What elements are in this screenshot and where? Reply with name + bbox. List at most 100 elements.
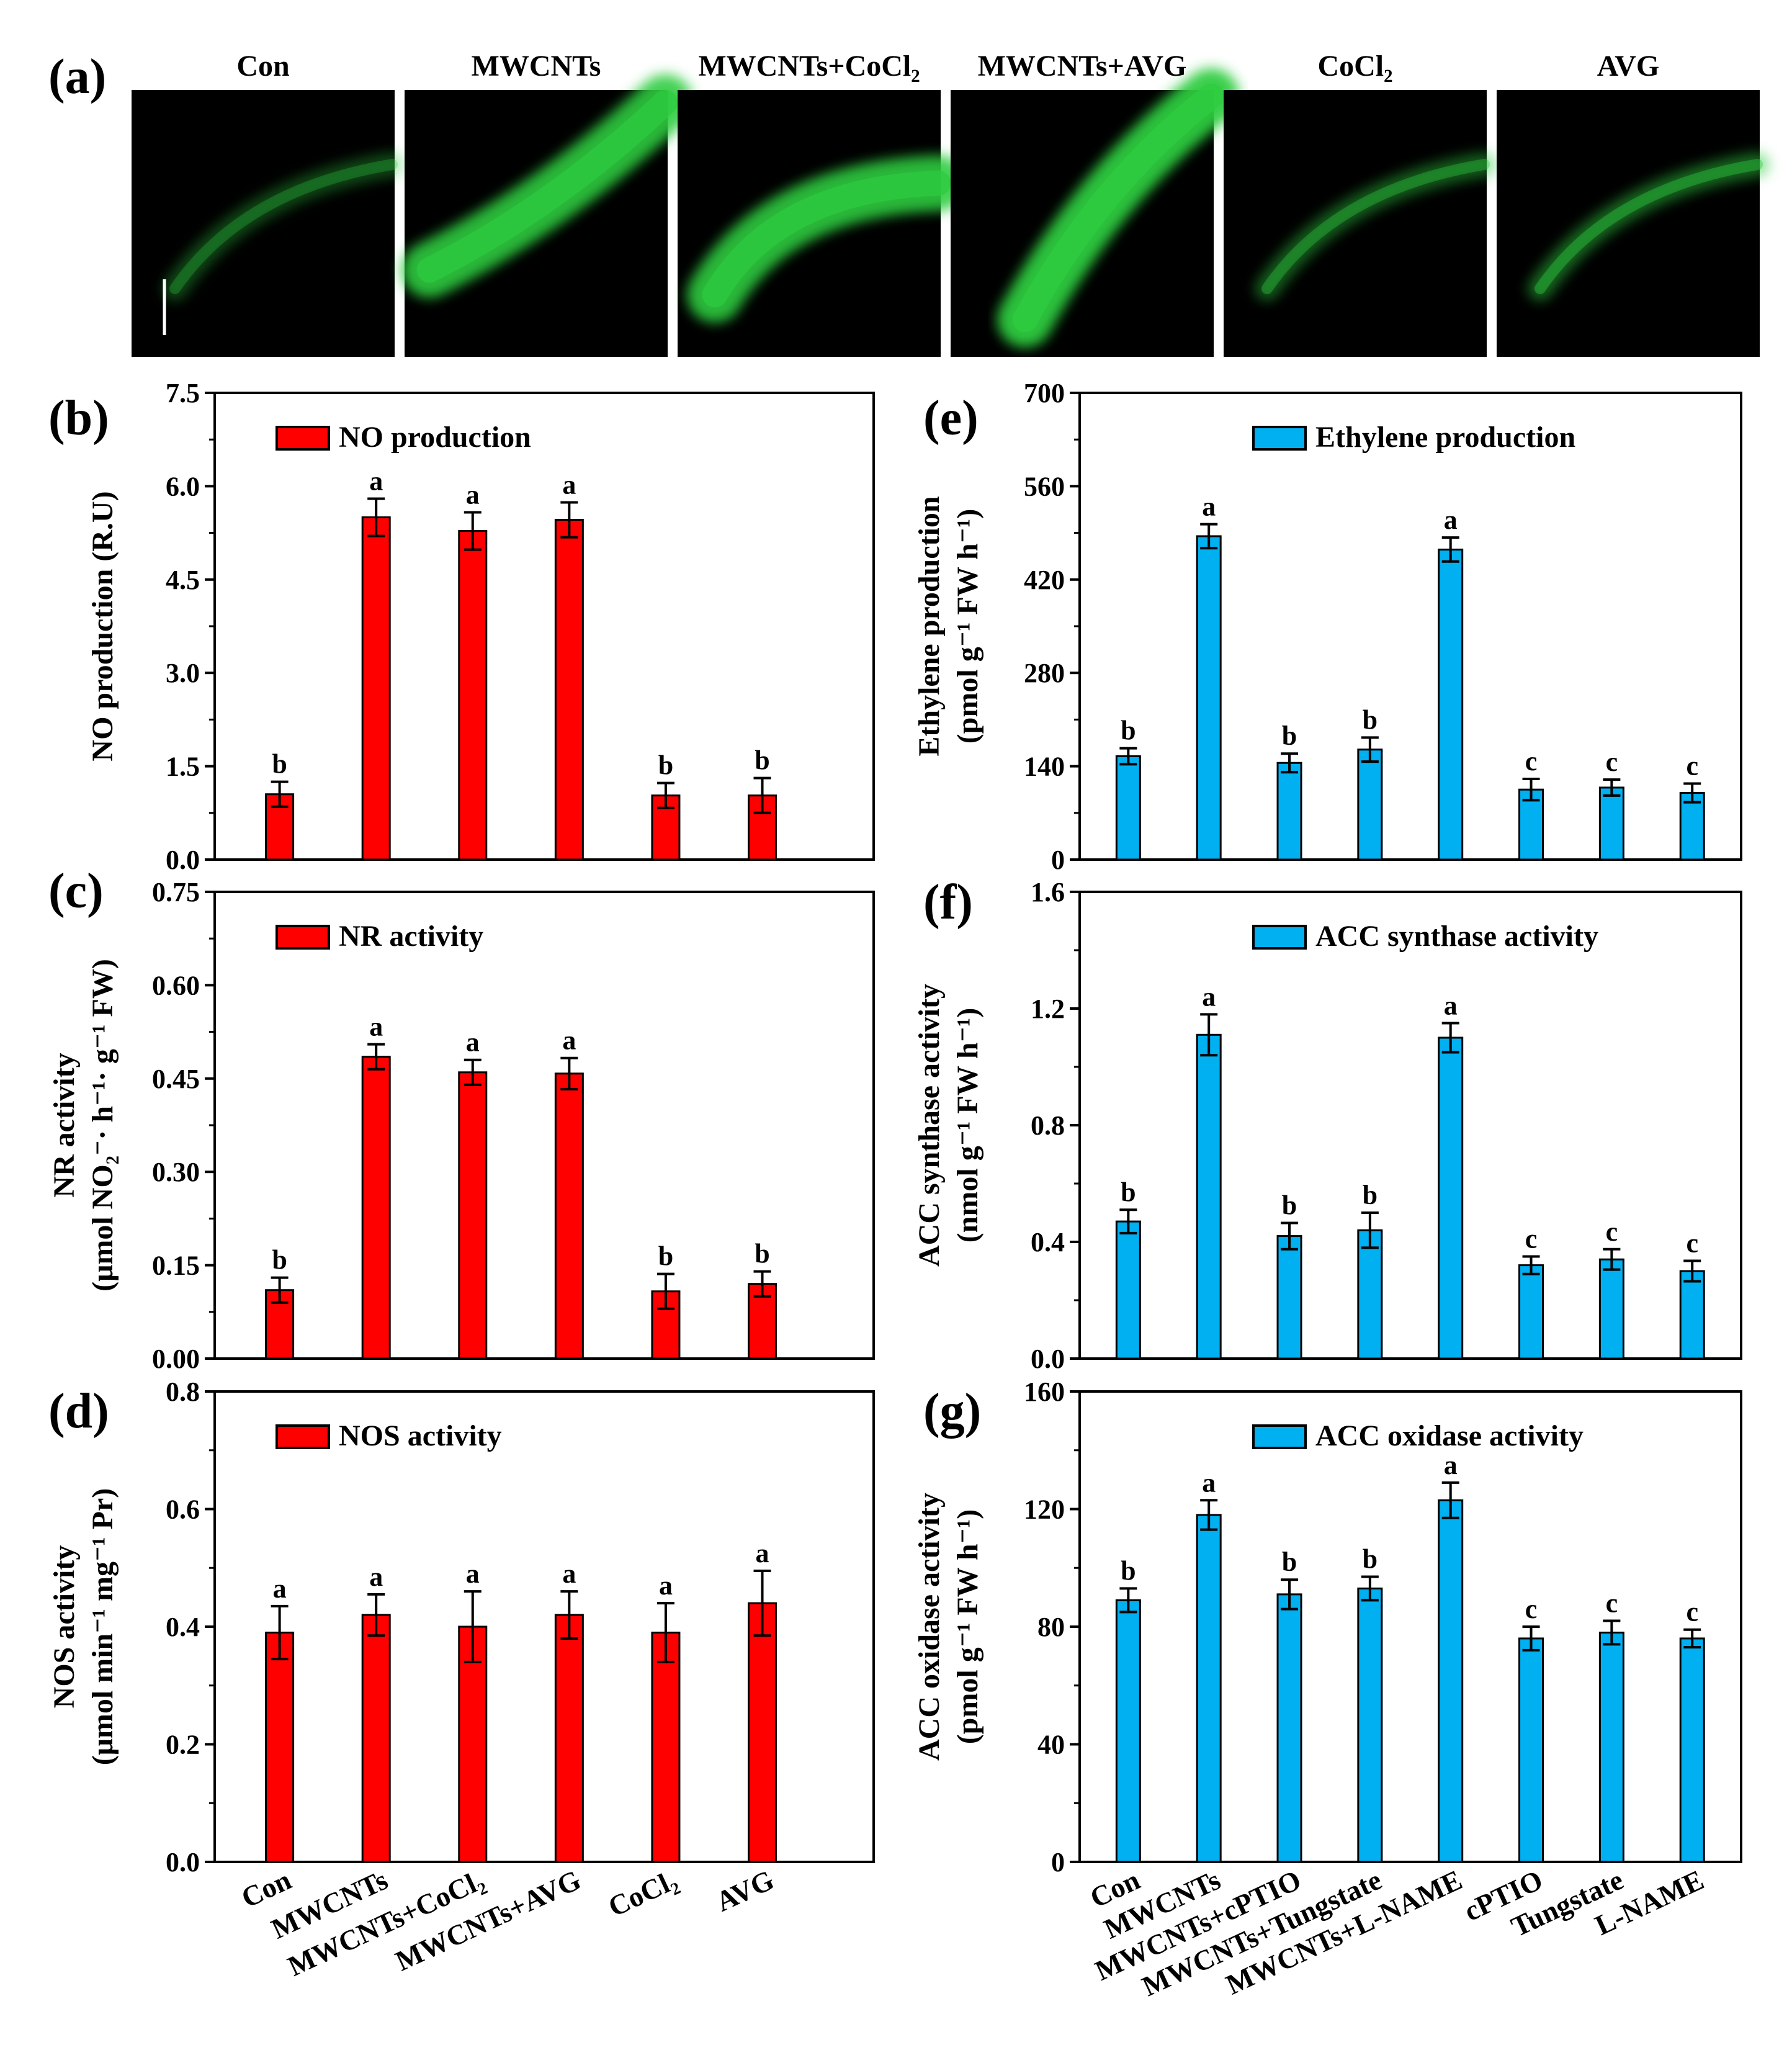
bar-group: b — [1276, 1190, 1302, 1360]
legend-swatch — [1252, 925, 1307, 950]
bar — [361, 1056, 391, 1360]
significance-letter: a — [1444, 505, 1458, 535]
significance-letter: b — [272, 1245, 287, 1275]
significance-letter: b — [755, 1239, 769, 1269]
legend-label: NR activity — [339, 920, 483, 953]
bar — [1679, 1637, 1705, 1863]
bar — [1115, 1599, 1141, 1863]
micrograph-6: AVG — [1497, 50, 1770, 357]
significance-letter: a — [1444, 1450, 1458, 1480]
bar — [361, 516, 391, 861]
root-core — [702, 170, 951, 308]
bar — [361, 1614, 391, 1863]
bar-group: a — [1196, 492, 1222, 861]
y-tick-label: 0.15 — [152, 1251, 200, 1281]
y-tick-label: 0.4 — [1031, 1227, 1065, 1257]
root-core — [1012, 83, 1224, 333]
bar-group: b — [1357, 704, 1383, 861]
y-axis-label: ACC synthase activity — [913, 984, 946, 1267]
bar — [265, 1631, 295, 1863]
y-tick-label: 0.4 — [166, 1612, 200, 1642]
bar-group: a — [554, 1558, 584, 1863]
significance-letter: a — [369, 465, 383, 496]
micrograph-background — [1497, 90, 1760, 357]
bar — [1276, 762, 1302, 861]
micrograph-label: Con — [236, 50, 289, 83]
significance-letter: b — [1121, 1555, 1136, 1586]
significance-letter: b — [755, 745, 769, 776]
significance-letter: b — [1363, 1180, 1378, 1210]
bar — [458, 1625, 488, 1863]
significance-letter: a — [562, 469, 576, 500]
bar-group: b — [1357, 1180, 1383, 1360]
significance-letter: c — [1525, 1594, 1538, 1624]
y-tick-label: 0.6 — [166, 1494, 200, 1525]
significance-letter: c — [1606, 747, 1618, 777]
bar-group: b — [651, 750, 681, 861]
y-tick-label: 0.60 — [152, 970, 200, 1000]
y-tick-label: 0 — [1051, 845, 1065, 875]
y-axis-label: ACC oxidase activity — [913, 1493, 946, 1761]
legend-swatch — [1252, 1424, 1307, 1449]
significance-letter: b — [1282, 721, 1297, 751]
bar-group: a — [651, 1570, 681, 1863]
bar-group: c — [1518, 746, 1544, 861]
bar — [1438, 1036, 1464, 1360]
bar-group: c — [1518, 1594, 1544, 1863]
significance-letter: a — [369, 1562, 383, 1592]
bar — [1679, 792, 1705, 861]
significance-letter: b — [1121, 716, 1136, 746]
micrograph-background — [132, 90, 395, 357]
y-tick-label: 120 — [1024, 1494, 1065, 1525]
significance-letter: a — [466, 1558, 480, 1589]
significance-letter: c — [1606, 1588, 1618, 1619]
bar — [651, 1290, 681, 1360]
y-tick-label: 0 — [1051, 1847, 1065, 1877]
y-axis-label: (nmol g⁻¹ FW h⁻¹) — [951, 1008, 984, 1243]
significance-letter: a — [1202, 981, 1216, 1012]
y-tick-label: 0.30 — [152, 1157, 200, 1187]
bar-group: b — [748, 745, 777, 861]
legend-swatch — [1252, 426, 1307, 451]
legend-label: ACC oxidase activity — [1315, 1419, 1584, 1452]
bar — [748, 1602, 777, 1863]
significance-letter: b — [1282, 1547, 1297, 1577]
significance-letter: b — [272, 749, 287, 780]
significance-letter: c — [1686, 1228, 1698, 1259]
bar-group: a — [265, 1573, 295, 1863]
micrograph-label: CoCl₂ — [1317, 50, 1392, 83]
y-tick-label: 3.0 — [166, 658, 200, 688]
y-tick-label: 280 — [1024, 658, 1065, 688]
significance-letter: a — [562, 1558, 576, 1589]
legend-label: NO production — [339, 421, 531, 454]
significance-letter: c — [1606, 1216, 1618, 1247]
bar — [554, 519, 584, 861]
y-tick-label: 0.8 — [166, 1377, 200, 1407]
chart-b: (b) 0.0 1.5 3.0 4.5 6.0 7.5 NO production (R.U)… — [48, 378, 875, 875]
significance-letter: a — [369, 1012, 383, 1042]
panel-letter-a: (a) — [48, 50, 106, 104]
y-tick-label: 140 — [1024, 752, 1065, 782]
significance-letter: a — [273, 1573, 287, 1604]
y-tick-label: 420 — [1024, 565, 1065, 595]
bar — [651, 1631, 681, 1863]
bar — [1196, 1033, 1222, 1360]
y-tick-label: 700 — [1024, 378, 1065, 408]
y-axis-label: NO production (R.U) — [86, 491, 119, 761]
root-fluorescence — [1528, 152, 1770, 301]
y-axis-label: NOS activity — [48, 1545, 81, 1709]
micrograph-3: MWCNTs+CoCl₂ — [678, 50, 966, 357]
bar — [1357, 748, 1383, 861]
micrograph-background — [1224, 90, 1487, 357]
panel-letter-f: (f) — [923, 875, 973, 930]
panel-letter-c: (c) — [48, 864, 104, 919]
plot-frame — [1078, 392, 1742, 861]
root-core — [1261, 159, 1490, 294]
y-axis-label: (μmol min⁻¹ mg⁻¹ Pr) — [86, 1488, 119, 1766]
panel-a-micrographs: (a) Con MWCNTs MWCNTs+CoCl₂ MWCNTs+AVG CoCl₂ A… — [48, 50, 1770, 357]
significance-letter: b — [658, 750, 673, 781]
